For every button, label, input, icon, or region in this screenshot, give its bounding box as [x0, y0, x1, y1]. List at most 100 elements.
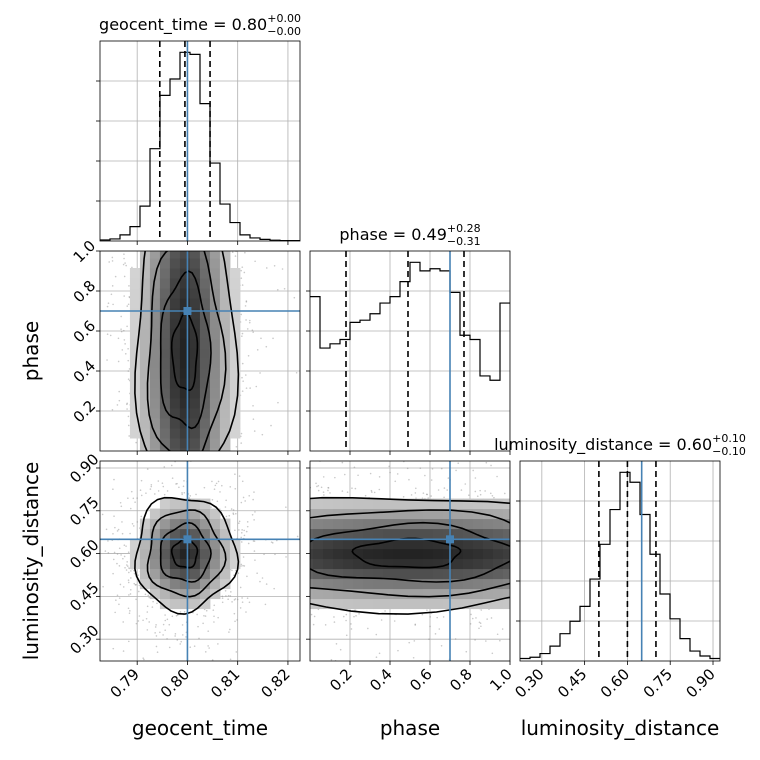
- sample-point: [380, 619, 383, 621]
- density-cell: [313, 548, 324, 560]
- density-cell: [199, 428, 211, 439]
- sample-point: [388, 465, 390, 468]
- density-cell: [179, 338, 191, 349]
- sample-point: [145, 492, 147, 494]
- sample-point: [181, 492, 183, 494]
- sample-point: [474, 639, 476, 641]
- sample-point: [245, 300, 248, 302]
- sample-point: [224, 589, 227, 592]
- density-cell: [209, 328, 221, 339]
- density-cell: [343, 578, 354, 590]
- density-cell: [179, 328, 191, 339]
- density-cell: [363, 538, 374, 550]
- sample-point: [480, 625, 482, 628]
- sample-point: [248, 321, 251, 324]
- sample-point: [364, 494, 367, 497]
- sample-point: [128, 571, 130, 574]
- sample-point: [97, 366, 99, 368]
- density-cell: [139, 398, 151, 409]
- sample-point: [124, 262, 126, 264]
- density-cell: [129, 308, 141, 319]
- density-cell: [179, 408, 191, 419]
- density-cell: [219, 318, 231, 329]
- sample-point: [111, 408, 114, 411]
- density-cell: [403, 528, 414, 540]
- panel-title-luminosity_distance: luminosity_distance = 0.60+0.10: [494, 432, 746, 455]
- density-cell: [310, 508, 314, 520]
- sample-point: [293, 296, 296, 299]
- density-cell: [139, 338, 151, 349]
- sample-point: [246, 597, 249, 599]
- histogram-panel-geocent_time: geocent_time = 0.80+0.00−0.00: [96, 12, 301, 245]
- density-cell: [179, 538, 191, 550]
- sample-point: [127, 347, 129, 350]
- density-cell: [219, 388, 231, 399]
- density-cell: [220, 458, 231, 469]
- sample-point: [239, 586, 242, 589]
- sample-point: [422, 492, 425, 494]
- joint-panel-geocent_time-luminosity_distance: [96, 460, 301, 665]
- sample-point: [333, 621, 336, 623]
- sample-point: [310, 613, 313, 616]
- density-cell: [179, 568, 191, 580]
- density-cell: [199, 288, 211, 299]
- density-cell: [199, 448, 211, 451]
- sample-point: [143, 658, 145, 661]
- sample-point: [371, 491, 373, 493]
- density-cell: [513, 519, 524, 530]
- sample-point: [114, 526, 116, 529]
- sample-point: [256, 572, 258, 574]
- sample-point: [237, 572, 240, 575]
- sample-point: [108, 261, 110, 263]
- density-cell: [140, 238, 151, 249]
- sample-point: [114, 275, 117, 278]
- sample-point: [460, 489, 463, 491]
- sample-point: [193, 645, 196, 647]
- sample-point: [117, 528, 120, 531]
- density-cell: [139, 258, 151, 269]
- density-cell: [199, 338, 211, 349]
- sample-point: [227, 594, 230, 597]
- sample-point: [162, 485, 165, 488]
- sample-point: [157, 480, 160, 482]
- sample-point: [323, 494, 325, 496]
- density-cell: [313, 518, 324, 530]
- sample-point: [129, 507, 132, 510]
- y-tick-label-luminosity_distance: 0.45: [66, 579, 102, 615]
- sample-point: [240, 536, 242, 539]
- sample-point: [106, 359, 108, 361]
- sample-point: [252, 404, 254, 407]
- sample-point: [129, 532, 131, 535]
- sample-point: [236, 619, 238, 621]
- x-tick-label-luminosity_distance: 0.30: [511, 665, 547, 701]
- sample-point: [233, 612, 236, 615]
- sample-point: [271, 542, 274, 544]
- density-cell: [160, 468, 171, 479]
- density-cell: [443, 538, 454, 550]
- density-cell: [169, 338, 181, 349]
- density-cell: [493, 588, 504, 600]
- sample-point: [152, 600, 154, 603]
- density-cell: [209, 408, 221, 419]
- density-cell: [423, 508, 434, 520]
- density-cell: [229, 558, 241, 570]
- sample-point: [132, 497, 135, 500]
- sample-point: [211, 659, 214, 661]
- density-cell: [353, 588, 364, 600]
- density-cell: [179, 498, 191, 510]
- histogram-panel-luminosity_distance: luminosity_distance = 0.60+0.10−0.10: [494, 432, 746, 665]
- sample-point: [345, 613, 348, 616]
- sample-point: [241, 266, 244, 268]
- sample-point: [402, 496, 405, 498]
- density-cell: [513, 509, 524, 520]
- sample-point: [249, 319, 251, 322]
- density-cell: [229, 338, 241, 349]
- sample-point: [182, 485, 185, 488]
- sample-point: [394, 480, 397, 483]
- sample-point: [378, 476, 381, 478]
- sample-point: [205, 609, 208, 612]
- density-cell: [403, 598, 414, 610]
- sample-point: [464, 483, 467, 485]
- density-cell: [383, 588, 394, 600]
- truth-marker: [446, 535, 454, 544]
